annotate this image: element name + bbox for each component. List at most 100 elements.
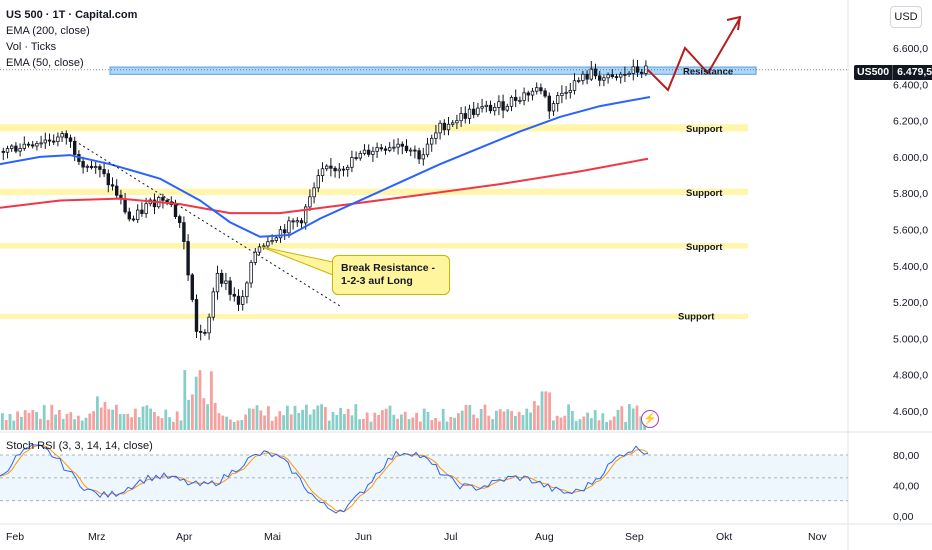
volume-bar	[153, 412, 156, 430]
candle-body	[266, 241, 270, 247]
volume-bar	[20, 416, 23, 430]
time-tick-label: Okt	[716, 531, 732, 543]
candle-body	[619, 73, 623, 78]
candle-body	[471, 108, 476, 115]
volume-bar	[525, 408, 529, 430]
volume-bar	[540, 391, 544, 430]
volume-bar	[35, 411, 38, 430]
volume-bar	[479, 408, 483, 430]
candle-body	[614, 76, 619, 79]
price-tick-label: 5.600,0	[893, 225, 928, 237]
candle-body	[211, 291, 215, 318]
volume-bar	[635, 405, 639, 430]
volume-bar	[567, 404, 570, 430]
volume-bar	[1, 413, 4, 430]
zone-label-resistance: Resistance	[683, 67, 733, 78]
candle-body	[501, 101, 505, 111]
candle-body	[98, 166, 102, 170]
candle-body	[337, 168, 341, 172]
zone-support-2	[0, 188, 748, 196]
candle-body	[161, 197, 165, 201]
zone-support-4	[0, 313, 748, 319]
candle-body	[564, 91, 568, 94]
volume-bar	[267, 406, 270, 430]
price-tick-label: 6.600,0	[893, 43, 928, 55]
volume-bar	[597, 420, 601, 430]
candle-body	[329, 165, 333, 169]
volume-bar	[396, 418, 399, 430]
volume-bar	[407, 419, 411, 430]
volume-bar	[422, 408, 426, 430]
volume-bar	[308, 414, 312, 430]
candle-body	[89, 165, 94, 169]
volume-bar	[320, 404, 323, 430]
volume-bar	[335, 414, 339, 430]
price-tick-label: 6.000,0	[893, 152, 928, 164]
zone-label-support: Support	[686, 242, 723, 253]
volume-bar	[510, 411, 513, 430]
volume-bar	[620, 406, 624, 430]
lightning-icon[interactable]: ⚡	[641, 410, 659, 428]
candle-body	[505, 105, 509, 111]
candle-body	[635, 66, 640, 73]
volume-bar	[111, 409, 114, 430]
candle-body	[81, 161, 85, 168]
volume-bar	[149, 408, 152, 430]
volume-bar	[388, 405, 392, 430]
volume-bar	[426, 412, 430, 430]
candle-body	[455, 120, 459, 124]
volume-bar	[590, 418, 593, 430]
volume-bar	[639, 416, 643, 430]
candle-body	[85, 165, 89, 168]
time-tick-label: Jun	[355, 531, 372, 543]
volume-bar	[381, 410, 384, 430]
candle-body	[35, 142, 39, 147]
volume-bar	[88, 413, 92, 430]
volume-bar	[616, 409, 620, 430]
volume-bar	[130, 417, 133, 430]
volume-bar	[434, 417, 437, 430]
volume-bar	[99, 407, 103, 430]
volume-bar	[316, 405, 320, 430]
candle-body	[135, 209, 140, 221]
volume-bar	[346, 409, 350, 430]
volume-bar	[248, 408, 251, 430]
volume-bar	[103, 401, 107, 430]
candle-body	[530, 90, 535, 96]
volume-bar	[628, 404, 631, 430]
candle-body	[203, 332, 207, 334]
candle-body	[341, 168, 346, 171]
candle-body	[140, 209, 144, 214]
candle-body	[22, 143, 26, 149]
candle-body	[115, 185, 119, 196]
ema200-line	[0, 157, 649, 215]
candle-body	[274, 237, 278, 241]
volume-bar	[58, 409, 61, 430]
candle-body	[278, 229, 283, 239]
candle-body	[9, 145, 14, 149]
candle-body	[303, 206, 308, 224]
volume-bar	[145, 405, 149, 430]
candle-body	[556, 95, 560, 104]
candle-body	[640, 71, 644, 74]
legend-title: US 500 · 1T · Capital.com	[6, 9, 138, 21]
candle-body	[152, 199, 157, 208]
candle-body	[270, 240, 274, 243]
candle-body	[308, 196, 312, 208]
volume-bar	[50, 404, 54, 430]
volume-bar	[141, 406, 145, 430]
volume-bar	[365, 412, 369, 430]
candle-body	[463, 113, 467, 119]
candle-body	[215, 272, 220, 293]
volume-bar	[552, 420, 555, 430]
volume-bar	[8, 414, 12, 430]
volume-bar	[373, 412, 377, 430]
candle-body	[497, 101, 501, 108]
volume-bar	[460, 410, 464, 430]
candle-body	[560, 92, 564, 96]
currency-button[interactable]: USD	[890, 6, 922, 28]
volume-bar	[289, 414, 293, 430]
zone-label-support: Support	[686, 188, 723, 199]
time-tick-label: Mrz	[88, 531, 106, 543]
